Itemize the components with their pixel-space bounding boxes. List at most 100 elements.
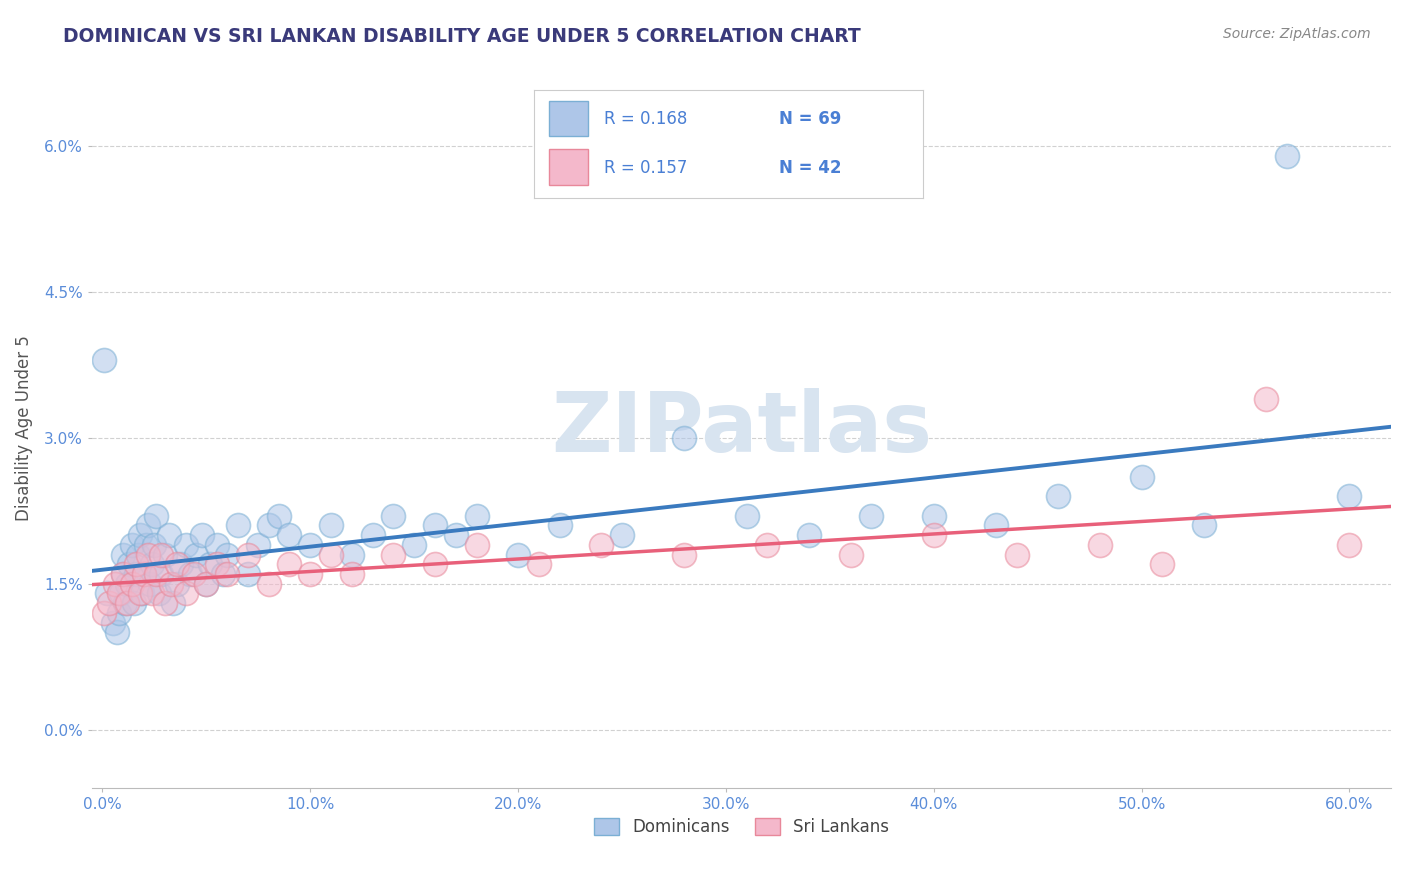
Point xyxy=(124,558,146,572)
Point xyxy=(984,518,1007,533)
Point xyxy=(153,596,176,610)
Point xyxy=(184,548,207,562)
Point xyxy=(117,576,139,591)
Point xyxy=(174,538,197,552)
Point xyxy=(112,548,135,562)
Point xyxy=(212,566,235,581)
Point xyxy=(141,586,163,600)
Point xyxy=(97,596,120,610)
Point xyxy=(136,548,159,562)
Point xyxy=(205,558,228,572)
Point xyxy=(143,538,166,552)
Point xyxy=(118,558,141,572)
Point xyxy=(145,508,167,523)
Point xyxy=(278,558,301,572)
Point xyxy=(112,566,135,581)
Point xyxy=(104,576,127,591)
Point xyxy=(756,538,779,552)
Point xyxy=(1152,558,1174,572)
Point xyxy=(1130,470,1153,484)
Point xyxy=(117,596,139,610)
Point xyxy=(170,558,193,572)
Point xyxy=(124,566,146,581)
Point xyxy=(114,596,136,610)
Point xyxy=(591,538,613,552)
Point xyxy=(112,566,135,581)
Point xyxy=(149,548,172,562)
Point xyxy=(319,548,342,562)
Point xyxy=(465,508,488,523)
Point xyxy=(108,606,131,620)
Point xyxy=(340,548,363,562)
Point xyxy=(127,548,149,562)
Point xyxy=(673,431,696,445)
Point xyxy=(444,528,467,542)
Point xyxy=(200,558,222,572)
Point xyxy=(135,538,157,552)
Point xyxy=(160,576,183,591)
Point xyxy=(319,518,342,533)
Point xyxy=(257,576,280,591)
Point xyxy=(226,518,249,533)
Point xyxy=(195,576,218,591)
Point xyxy=(839,548,862,562)
Point xyxy=(148,586,170,600)
Point xyxy=(382,508,405,523)
Text: ZIPatlas: ZIPatlas xyxy=(551,388,932,468)
Point xyxy=(96,586,118,600)
Point xyxy=(101,615,124,630)
Point xyxy=(236,548,259,562)
Point xyxy=(382,548,405,562)
Point xyxy=(610,528,633,542)
Point xyxy=(735,508,758,523)
Text: Source: ZipAtlas.com: Source: ZipAtlas.com xyxy=(1223,27,1371,41)
Point xyxy=(195,576,218,591)
Point xyxy=(340,566,363,581)
Point xyxy=(121,576,143,591)
Point xyxy=(162,596,184,610)
Point xyxy=(465,538,488,552)
Point xyxy=(1047,489,1070,503)
Point xyxy=(860,508,883,523)
Point xyxy=(1339,538,1361,552)
Point xyxy=(149,566,172,581)
Point xyxy=(267,508,290,523)
Point xyxy=(299,538,322,552)
Point xyxy=(132,566,155,581)
Point xyxy=(128,586,150,600)
Point xyxy=(548,518,571,533)
Text: DOMINICAN VS SRI LANKAN DISABILITY AGE UNDER 5 CORRELATION CHART: DOMINICAN VS SRI LANKAN DISABILITY AGE U… xyxy=(63,27,860,45)
Point xyxy=(191,528,214,542)
Point xyxy=(128,528,150,542)
Point xyxy=(797,528,820,542)
Point xyxy=(1192,518,1215,533)
Point xyxy=(1088,538,1111,552)
Point xyxy=(153,548,176,562)
Point xyxy=(121,538,143,552)
Point xyxy=(105,625,128,640)
Point xyxy=(179,566,201,581)
Point xyxy=(122,596,145,610)
Point xyxy=(93,353,115,368)
Point xyxy=(93,606,115,620)
Point xyxy=(236,566,259,581)
Y-axis label: Disability Age Under 5: Disability Age Under 5 xyxy=(15,335,32,521)
Point xyxy=(141,558,163,572)
Point xyxy=(257,518,280,533)
Point xyxy=(1339,489,1361,503)
Point xyxy=(110,586,132,600)
Point xyxy=(1005,548,1028,562)
Point xyxy=(136,518,159,533)
Point xyxy=(217,548,239,562)
Point xyxy=(166,558,188,572)
Point xyxy=(174,586,197,600)
Point xyxy=(673,548,696,562)
Point xyxy=(247,538,270,552)
Point xyxy=(922,508,945,523)
Point xyxy=(205,538,228,552)
Point xyxy=(423,558,446,572)
Point xyxy=(145,566,167,581)
Point xyxy=(108,586,131,600)
Point xyxy=(361,528,384,542)
Point xyxy=(922,528,945,542)
